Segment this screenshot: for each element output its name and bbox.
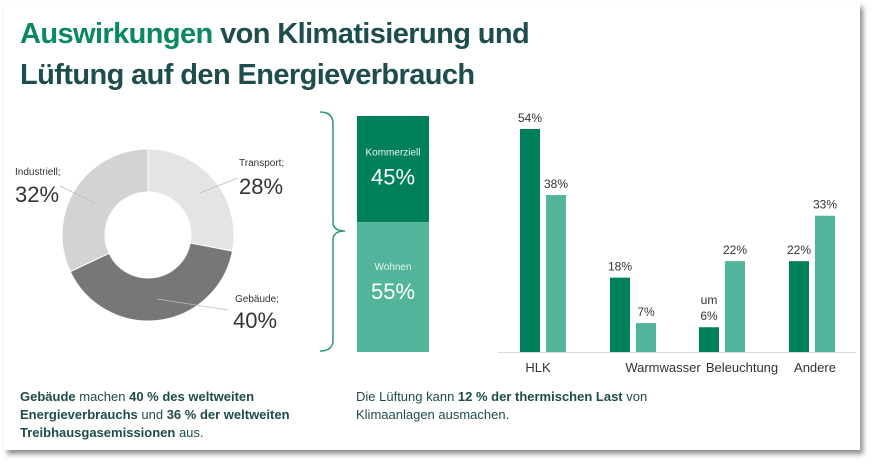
footer-text-run: und: [137, 407, 167, 422]
segment-label: Wohnen: [374, 262, 411, 273]
donut-slice: [61, 148, 149, 273]
category-label: HLK: [525, 360, 551, 375]
footer-text-run: 40 % des weltweiten Energieverbrauchs: [20, 389, 255, 422]
footer-text-run: von Klimaanlagen ausmachen.: [356, 389, 648, 422]
bar: [789, 261, 809, 352]
title-line1: von Klimatisierung und: [212, 18, 530, 50]
footer-text-run: machen: [75, 389, 130, 404]
bar-value-label: 7%: [637, 305, 655, 319]
title-accent: Auswirkungen: [20, 18, 213, 50]
page-title: Auswirkungen von Klimatisierung und Lüftu…: [20, 14, 530, 96]
bar: [636, 323, 656, 352]
bar: [815, 215, 835, 352]
bar-value-label: 38%: [544, 177, 568, 191]
segment-label: Kommerziell: [365, 147, 420, 158]
footer-left-text: Gebäude machen 40 % des weltweiten Energ…: [20, 388, 330, 442]
slice-label: Transport;: [239, 158, 284, 169]
category-label: Warmwasser: [625, 360, 701, 375]
footer-text-run: 36 % der weltweiten Treibhausgasemission…: [20, 407, 290, 440]
donut-slice: [69, 242, 234, 322]
segment-value: 55%: [371, 279, 415, 304]
slice-value: 28%: [239, 174, 283, 199]
bar-value-label: um: [701, 293, 718, 307]
category-label: Andere: [794, 360, 836, 375]
footer-text-run: Gebäude: [20, 389, 76, 404]
footer-text-run: aus.: [175, 425, 204, 440]
slice-label: Industriell;: [15, 167, 61, 178]
bar: [699, 327, 719, 352]
leader-line: [59, 185, 96, 204]
brace: [319, 111, 346, 352]
bar-value-label: 33%: [813, 198, 837, 212]
slice-label: Gebäude;: [235, 294, 279, 305]
bar-value-label: 6%: [700, 309, 718, 323]
infographic-card: [4, 3, 860, 450]
bar: [546, 195, 566, 352]
bar: [520, 129, 540, 352]
bar-value-label: 22%: [723, 243, 747, 257]
bar-value-label: 18%: [608, 260, 632, 274]
stacked-segment: [357, 116, 429, 223]
bar: [610, 277, 630, 352]
title-line2: Lüftung auf den Energieverbrauch: [20, 59, 475, 91]
footer-right-text: Die Lüftung kann 12 % der thermischen La…: [356, 388, 656, 424]
leader-line: [156, 298, 229, 311]
bar-value-label: 54%: [518, 111, 542, 125]
category-label: Beleuchtung: [706, 360, 778, 375]
donut-slice: [147, 148, 235, 252]
stacked-segment: [357, 222, 429, 352]
leader-line: [199, 177, 239, 194]
bar-value-label: 22%: [787, 243, 811, 257]
slice-value: 40%: [233, 308, 277, 333]
segment-value: 45%: [371, 164, 415, 189]
slice-value: 32%: [15, 182, 59, 207]
footer-text-run: Die Lüftung kann: [356, 389, 458, 404]
footer-text-run: 12 % der thermischen Last: [457, 389, 623, 404]
bar: [725, 261, 745, 352]
